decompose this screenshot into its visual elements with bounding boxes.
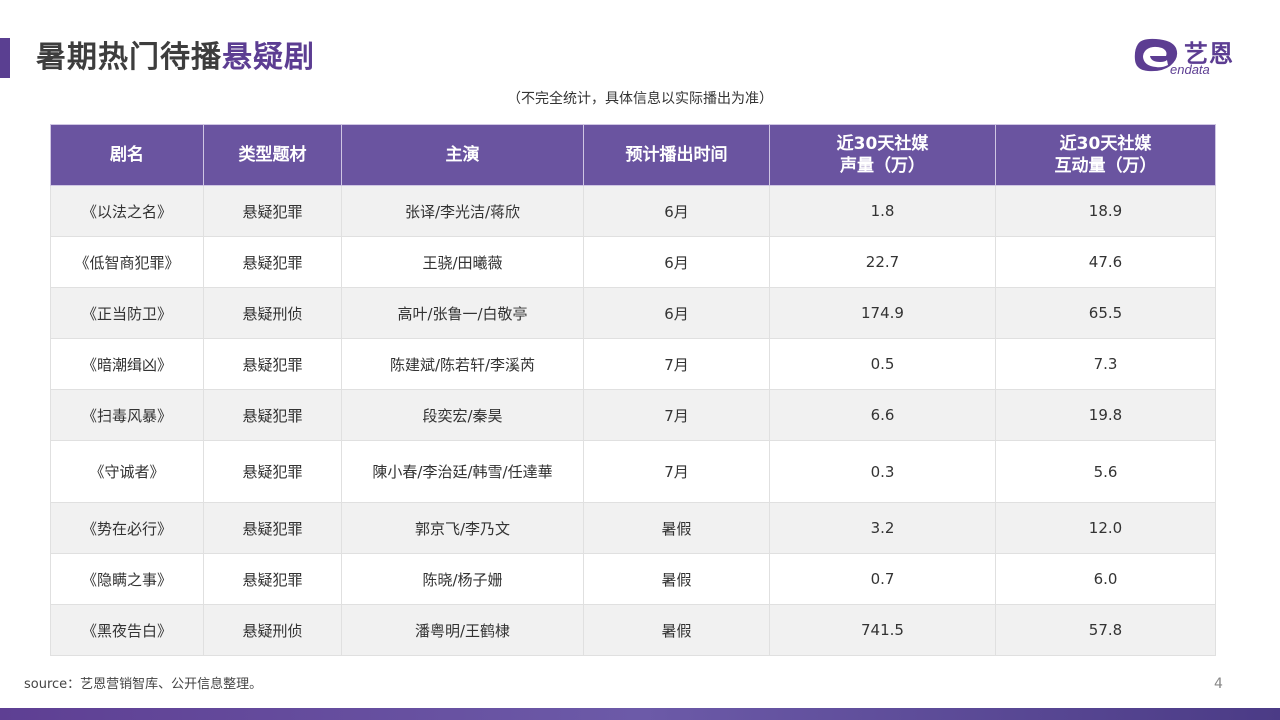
title-main: 暑期热门待播 [36,40,222,75]
header-cast: 主演 [341,124,584,186]
cell-cast: 王骁/田曦薇 [341,236,584,288]
table-row: 《势在必行》 悬疑犯罪 郭京飞/李乃文 暑假 3.2 12.0 [50,502,1216,554]
cell-air-time: 暑假 [583,502,770,554]
logo-mark-icon [1134,38,1178,72]
cell-drama-name: 《势在必行》 [50,502,204,554]
table-body: 《以法之名》 悬疑犯罪 张译/李光洁/蒋欣 6月 1.8 18.9 《低智商犯罪》 悬疑犯罪王… [50,185,1216,656]
cell-drama-name: 《低智商犯罪》 [50,236,204,288]
cell-social-volume: 0.7 [769,553,996,605]
cell-social-engagement: 57.8 [995,604,1216,656]
header-social-engagement: 近30天社媒 互动量（万） [995,124,1216,186]
cell-cast: 潘粤明/王鹤棣 [341,604,584,656]
cell-social-engagement: 5.6 [995,440,1216,503]
logo-en-text: endata [1170,62,1210,77]
cell-cast: 高叶/张鲁一/白敬亭 [341,287,584,339]
header-genre: 类型题材 [203,124,342,186]
cell-social-engagement: 6.0 [995,553,1216,605]
cell-social-volume: 22.7 [769,236,996,288]
table-row: 《暗潮缉凶》 悬疑犯罪 陈建斌/陈若轩/李溪芮 7月 0.5 7.3 [50,338,1216,390]
cell-drama-name: 《黑夜告白》 [50,604,204,656]
cell-cast: 郭京飞/李乃文 [341,502,584,554]
cell-genre: 悬疑犯罪 [203,502,342,554]
title-accent: 悬疑剧 [222,40,315,75]
cell-drama-name: 《暗潮缉凶》 [50,338,204,390]
cell-air-time: 7月 [583,338,770,390]
table-row: 《低智商犯罪》 悬疑犯罪 王骁/田曦薇 6月 22.7 47.6 [50,236,1216,288]
cell-social-volume: 741.5 [769,604,996,656]
cell-drama-name: 《扫毒风暴》 [50,389,204,441]
header-air-time: 预计播出时间 [583,124,770,186]
cell-air-time: 6月 [583,236,770,288]
header-social-volume: 近30天社媒 声量（万） [769,124,996,186]
cell-air-time: 暑假 [583,604,770,656]
table-row: 《守诚者》 悬疑犯罪 陳小春/李治廷/韩雪/任達華 7月 0.3 5.6 [50,440,1216,503]
cell-genre: 悬疑犯罪 [203,440,342,503]
table-row: 《隐瞒之事》 悬疑犯罪 陈晓/杨子姗 暑假 0.7 6.0 [50,553,1216,605]
cell-air-time: 7月 [583,389,770,441]
cell-genre: 悬疑犯罪 [203,185,342,237]
cell-social-engagement: 18.9 [995,185,1216,237]
cell-social-engagement: 65.5 [995,287,1216,339]
cell-drama-name: 《守诚者》 [50,440,204,503]
cell-social-volume: 174.9 [769,287,996,339]
cell-social-volume: 0.3 [769,440,996,503]
cell-drama-name: 《以法之名》 [50,185,204,237]
cell-social-volume: 6.6 [769,389,996,441]
cell-drama-name: 《正当防卫》 [50,287,204,339]
cell-social-engagement: 7.3 [995,338,1216,390]
cell-social-engagement: 19.8 [995,389,1216,441]
cell-air-time: 6月 [583,287,770,339]
cell-genre: 悬疑犯罪 [203,236,342,288]
table-row: 《正当防卫》 悬疑刑侦 高叶/张鲁一/白敬亭 6月 174.9 65.5 [50,287,1216,339]
cell-social-engagement: 12.0 [995,502,1216,554]
cell-social-volume: 1.8 [769,185,996,237]
cell-cast: 陈建斌/陈若轩/李溪芮 [341,338,584,390]
table-note: （不完全统计，具体信息以实际播出为准） [507,91,773,107]
page-number: 4 [1214,676,1223,692]
cell-genre: 悬疑刑侦 [203,287,342,339]
cell-genre: 悬疑刑侦 [203,604,342,656]
source-note: source：艺恩营销智库、公开信息整理。 [24,677,263,692]
cell-cast: 陳小春/李治廷/韩雪/任達華 [341,440,584,503]
cell-cast: 陈晓/杨子姗 [341,553,584,605]
bottom-band [0,708,1280,720]
table-header-row: 剧名 类型题材 主演 预计播出时间 近30天社媒 声量（万） 近30天社媒 互动量（… [50,124,1216,186]
endata-logo: 艺恩 endata [1132,34,1252,78]
table-row: 《扫毒风暴》 悬疑犯罪 段奕宏/秦昊 7月 6.6 19.8 [50,389,1216,441]
cell-cast: 段奕宏/秦昊 [341,389,584,441]
page-title: 暑期热门待播悬疑剧 [36,38,315,78]
cell-social-volume: 0.5 [769,338,996,390]
cell-genre: 悬疑犯罪 [203,338,342,390]
cell-social-volume: 3.2 [769,502,996,554]
title-accent-bar [0,38,10,78]
cell-air-time: 6月 [583,185,770,237]
cell-air-time: 7月 [583,440,770,503]
drama-table: 剧名 类型题材 主演 预计播出时间 近30天社媒 声量（万） 近30天社媒 互动量（… [50,124,1216,656]
header-drama-name: 剧名 [50,124,204,186]
cell-genre: 悬疑犯罪 [203,389,342,441]
cell-drama-name: 《隐瞒之事》 [50,553,204,605]
table-row: 《以法之名》 悬疑犯罪 张译/李光洁/蒋欣 6月 1.8 18.9 [50,185,1216,237]
logo-cn-text: 艺恩 [1184,40,1234,68]
cell-air-time: 暑假 [583,553,770,605]
cell-social-engagement: 47.6 [995,236,1216,288]
cell-cast: 张译/李光洁/蒋欣 [341,185,584,237]
cell-genre: 悬疑犯罪 [203,553,342,605]
table-row: 《黑夜告白》 悬疑刑侦 潘粤明/王鹤棣 暑假 741.5 57.8 [50,604,1216,656]
